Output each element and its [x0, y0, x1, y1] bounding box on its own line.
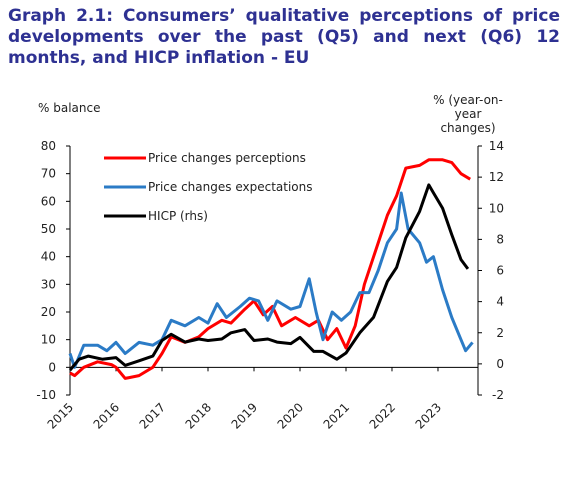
y2-tick-label: 2	[496, 326, 504, 340]
y-tick-label: 10	[41, 333, 56, 347]
y2-tick-label: 12	[489, 170, 504, 184]
y2-tick-label: 10	[489, 201, 504, 215]
series-line	[69, 158, 471, 380]
y2-tick-label: -2	[492, 388, 504, 402]
y-tick-label: 70	[41, 167, 56, 181]
y2-tick-label: 6	[496, 264, 504, 278]
y-tick-label: 80	[41, 139, 56, 153]
x-tick-label: 2015	[45, 400, 76, 431]
y-axis-label: % balance	[38, 101, 100, 115]
y2-axis-label: changes)	[440, 121, 495, 135]
y-tick-label: 0	[48, 360, 56, 374]
y2-tick-label: 14	[489, 139, 504, 153]
y-tick-label: -10	[36, 388, 56, 402]
y2-axis-label: % (year-on-	[433, 93, 503, 107]
y-tick-label: 30	[41, 277, 56, 291]
series-line	[68, 183, 470, 372]
y2-tick-label: 8	[496, 232, 504, 246]
x-tick-label: 2023	[413, 400, 444, 431]
x-tick-label: 2021	[321, 400, 352, 431]
x-tick-label: 2019	[229, 400, 260, 431]
x-tick-label: 2016	[91, 400, 122, 431]
y-tick-label: 40	[41, 250, 56, 264]
series-line	[68, 191, 474, 369]
y-tick-label: 50	[41, 222, 56, 236]
y-tick-label: 20	[41, 305, 56, 319]
y-tick-label: 60	[41, 194, 56, 208]
x-tick-label: 2018	[183, 400, 214, 431]
x-tick-label: 2022	[367, 400, 398, 431]
legend-label: HICP (rhs)	[148, 209, 208, 223]
legend-label: Price changes expectations	[148, 180, 312, 194]
chart-title: Graph 2.1: Consumers’ qualitative percep…	[8, 6, 560, 68]
legend-label: Price changes perceptions	[148, 151, 306, 165]
x-tick-label: 2020	[275, 400, 306, 431]
y2-tick-label: 4	[496, 295, 504, 309]
y2-tick-label: 0	[496, 357, 504, 371]
y2-axis-label: year	[455, 107, 482, 121]
x-tick-label: 2017	[137, 400, 168, 431]
